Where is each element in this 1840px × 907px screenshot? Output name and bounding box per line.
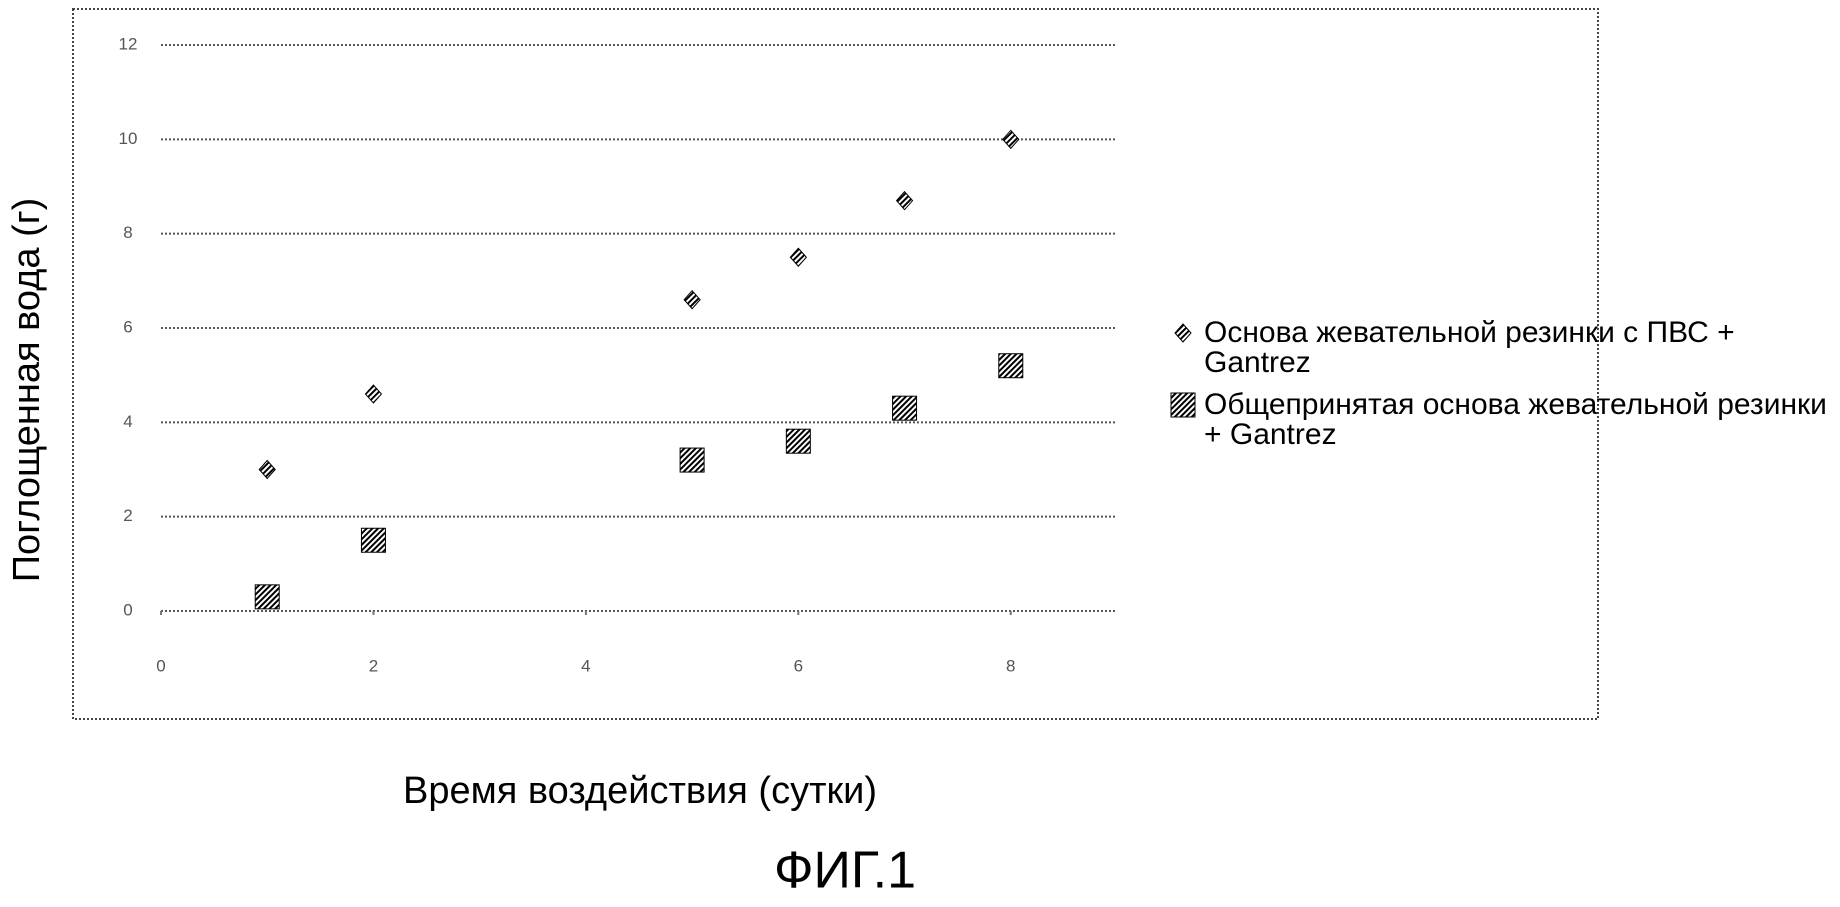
y-axis-label: Поглощенная вода (г) [6, 198, 48, 583]
y-tick-label: 0 [123, 600, 132, 619]
legend-label: Основа жевательной резинки с ПВС + Gantr… [1204, 316, 1735, 379]
y-tick-label: 6 [123, 317, 132, 336]
marker-square [679, 447, 705, 473]
marker-diamond [683, 289, 701, 310]
chart-frame [72, 8, 1599, 720]
x-tick-label: 0 [156, 656, 165, 675]
x-tick-label: 8 [1006, 656, 1015, 675]
marker-square [254, 584, 280, 610]
y-tick-label: 12 [119, 34, 138, 53]
marker-diamond [1002, 129, 1020, 150]
y-tick-label: 10 [119, 129, 138, 148]
marker-diamond [895, 190, 914, 211]
marker-diamond [789, 247, 808, 268]
y-tick-label: 4 [123, 412, 132, 431]
x-axis-label: Время воздействия (сутки) [403, 770, 877, 812]
marker-diamond [364, 384, 383, 404]
legend-entry: Основа жевательной резинки с ПВС + Gantr… [1170, 318, 1840, 378]
legend-marker [1174, 323, 1192, 343]
legend-entry: Общепринятая основа жевательной резинки … [1170, 390, 1840, 450]
marker-square [892, 395, 918, 421]
legend-label: Общепринятая основа жевательной резинки … [1204, 388, 1827, 451]
legend-marker [1170, 392, 1196, 418]
marker-diamond [258, 459, 276, 480]
y-tick-label: 2 [123, 506, 132, 525]
x-tick-label: 4 [581, 656, 590, 675]
caption: ФИГ.1 [774, 842, 916, 900]
marker-square [998, 353, 1024, 379]
marker-diamond [1174, 323, 1192, 343]
x-tick-label: 6 [794, 656, 803, 675]
marker-square [785, 428, 811, 454]
marker-square [1170, 392, 1196, 418]
marker-square [360, 527, 386, 553]
x-tick-label: 2 [369, 656, 378, 675]
y-tick-label: 8 [123, 223, 132, 242]
